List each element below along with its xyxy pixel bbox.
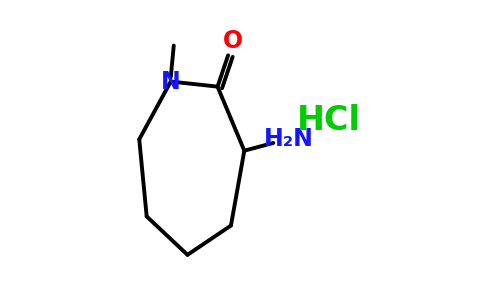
Text: H₂N: H₂N [264, 127, 314, 151]
Text: O: O [223, 29, 243, 53]
Text: HCl: HCl [297, 103, 361, 136]
Text: N: N [161, 70, 181, 94]
